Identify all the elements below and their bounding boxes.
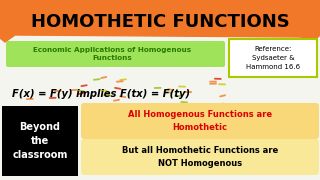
- FancyBboxPatch shape: [6, 41, 225, 67]
- Text: Economic Applications of Homogenous
Functions: Economic Applications of Homogenous Func…: [33, 47, 191, 61]
- FancyBboxPatch shape: [229, 39, 317, 77]
- Text: Beyond
the
classroom: Beyond the classroom: [12, 122, 68, 160]
- FancyBboxPatch shape: [2, 106, 78, 176]
- Text: But all Homothetic Functions are
NOT Homogenous: But all Homothetic Functions are NOT Hom…: [122, 146, 278, 168]
- Polygon shape: [0, 0, 320, 42]
- Text: F(x) = F(y) implies F(tx) = F(ty): F(x) = F(y) implies F(tx) = F(ty): [12, 89, 190, 99]
- FancyBboxPatch shape: [81, 103, 319, 139]
- Text: All Homogenous Functions are
Homothetic: All Homogenous Functions are Homothetic: [128, 110, 272, 132]
- Text: HOMOTHETIC FUNCTIONS: HOMOTHETIC FUNCTIONS: [31, 13, 289, 31]
- FancyBboxPatch shape: [81, 139, 319, 175]
- Text: Reference:
Sydsaeter &
Hammond 16.6: Reference: Sydsaeter & Hammond 16.6: [246, 46, 300, 70]
